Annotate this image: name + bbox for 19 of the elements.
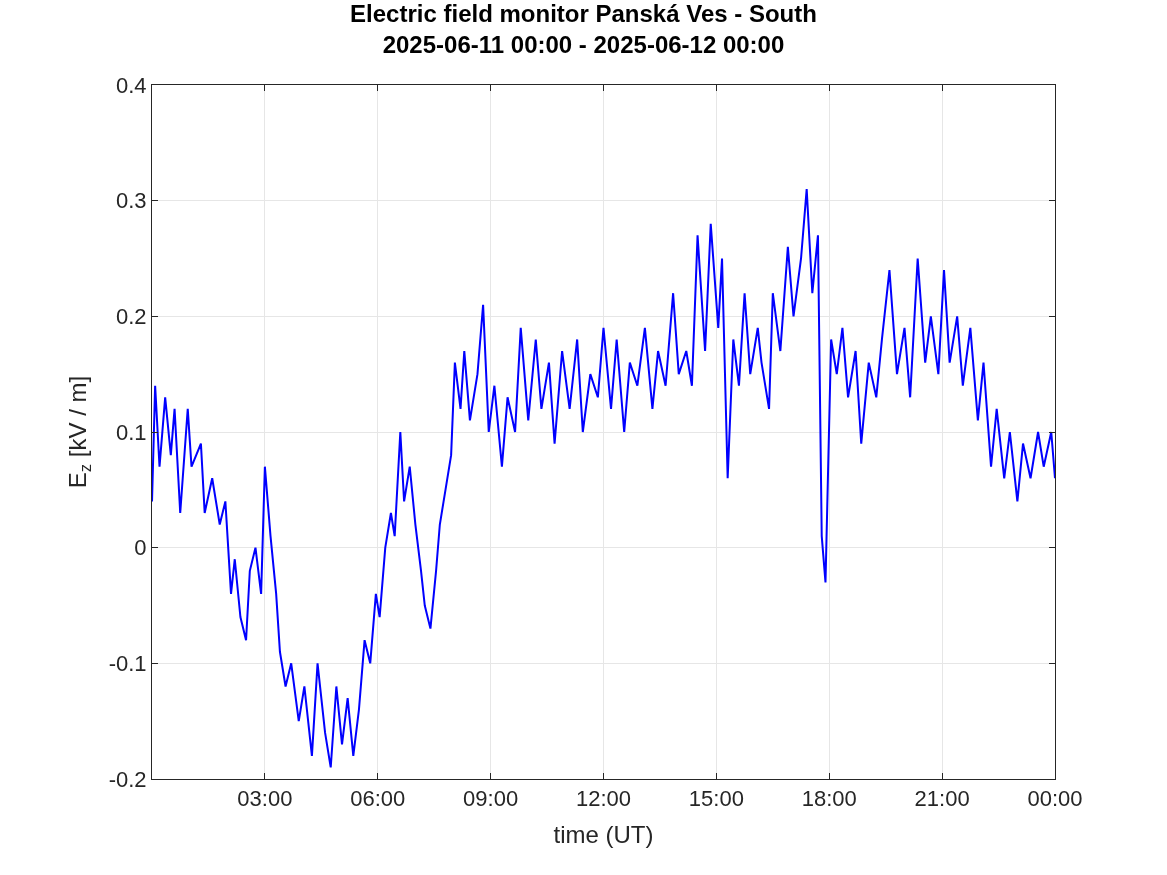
x-axis-title: time (UT) (553, 820, 654, 848)
x-tick-label: 12:00 (575, 786, 632, 812)
line-series (152, 188, 1055, 769)
x-tick-label: 09:00 (463, 786, 519, 812)
x-tick-label: 15:00 (688, 786, 744, 812)
x-tick-label: 00:00 (1027, 786, 1083, 812)
y-tick-label: 0 (134, 535, 147, 561)
y-tick-label: -0.2 (108, 766, 147, 792)
y-tick-label: 0.4 (116, 72, 147, 98)
y-tick-label: 0.2 (116, 304, 147, 330)
x-tick-label: 06:00 (350, 786, 406, 812)
chart-title: Electric field monitor Panská Ves - South (350, 0, 817, 27)
y-tick-label: -0.1 (108, 651, 147, 677)
x-tick-label: 18:00 (801, 786, 857, 812)
y-tick-label: 0.1 (116, 419, 147, 445)
x-tick-label: 03:00 (237, 786, 293, 812)
chart-subtitle: 2025-06-11 00:00 - 2025-06-12 00:00 (382, 31, 785, 59)
y-tick-label: 0.3 (116, 188, 147, 214)
x-tick-label: 21:00 (914, 786, 970, 812)
